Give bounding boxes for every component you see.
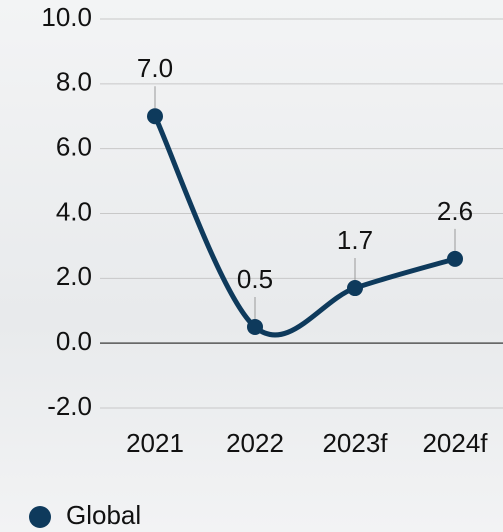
y-tick-label: 8.0 [56,67,92,97]
x-tick-label: 2022 [226,428,284,458]
data-label: 0.5 [237,264,273,294]
x-tick-label: 2024f [422,428,488,458]
data-point [247,318,263,335]
y-tick-label: 2.0 [56,261,92,291]
y-tick-label: 0.0 [56,326,92,356]
data-point [147,108,163,125]
y-tick-label: 10.0 [41,2,92,32]
data-label: 1.7 [337,225,373,255]
x-tick-label: 2023f [322,428,388,458]
y-tick-label: -2.0 [47,391,92,421]
data-point [447,250,463,267]
data-point [347,280,363,297]
y-tick-label: 6.0 [56,132,92,162]
data-label: 2.6 [437,196,473,226]
y-tick-label: 4.0 [56,196,92,226]
data-label: 7.0 [137,53,173,83]
legend-marker [29,506,51,528]
series-line [152,113,458,338]
x-tick-label: 2021 [126,428,184,458]
legend-label: Global [66,500,141,530]
